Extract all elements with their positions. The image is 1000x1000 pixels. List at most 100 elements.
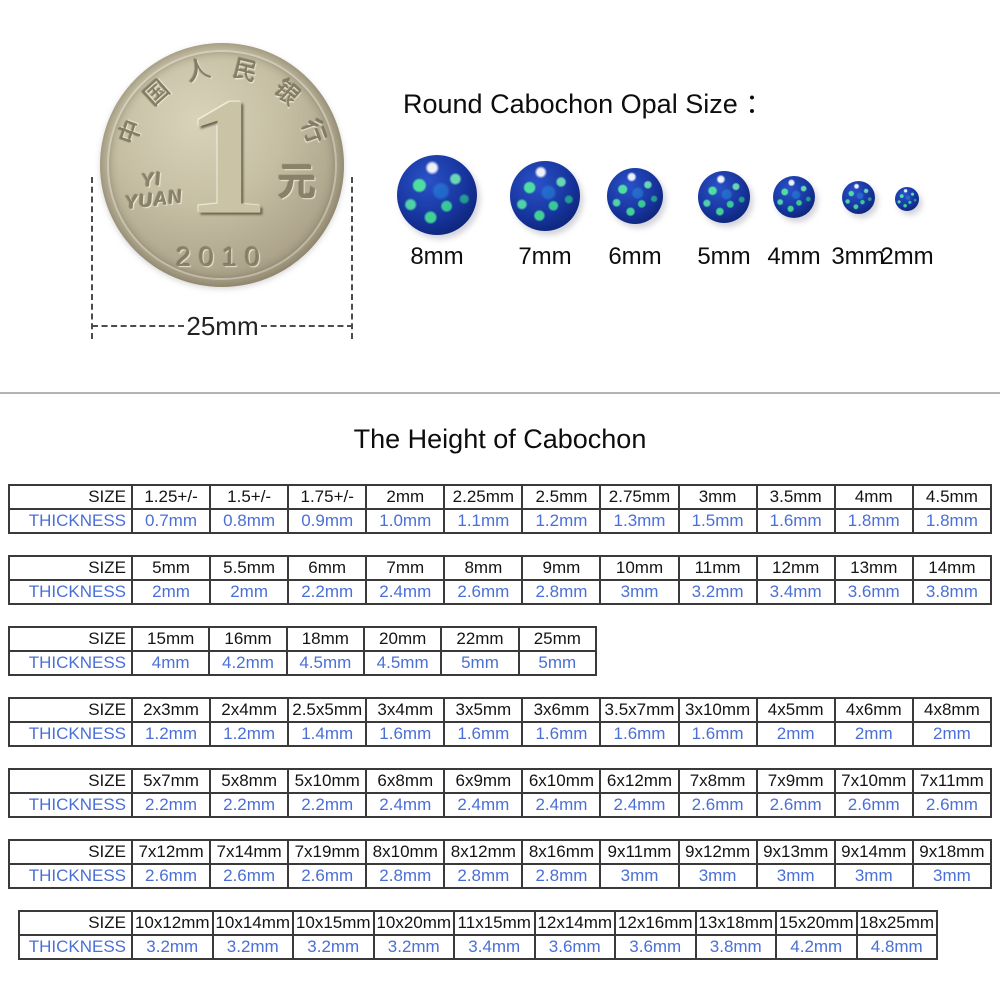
thickness-cell: 2.2mm bbox=[287, 579, 368, 605]
thickness-cell: 2.4mm bbox=[365, 579, 446, 605]
opal-size-label: 4mm bbox=[767, 243, 821, 270]
one-yuan-coin: 中国人民银行 1 元 YI YUAN 2010 bbox=[100, 43, 344, 287]
thickness-header: THICKNESS bbox=[8, 792, 133, 818]
coin-pinyin-line2: YUAN bbox=[124, 186, 185, 215]
thickness-cell: 3mm bbox=[755, 863, 836, 889]
size-cell: 16mm bbox=[208, 626, 288, 652]
opal-size-label: 7mm bbox=[518, 243, 572, 270]
size-cell: 7x19mm bbox=[287, 839, 368, 865]
thickness-row: THICKNESS 0.7mm 0.8mm 0.9mm 1.0mm 1.1mm 1.2mm 1… bbox=[8, 508, 993, 534]
size-cell: 2x3mm bbox=[130, 697, 212, 723]
thickness-cell: 1.2mm bbox=[521, 508, 602, 534]
size-cell: 9x18mm bbox=[911, 839, 993, 865]
thickness-cell: 2.6mm bbox=[209, 863, 290, 889]
thickness-cell: 2.2mm bbox=[287, 792, 368, 818]
coin-bank-name-char: 中 bbox=[114, 116, 149, 148]
thickness-cell: 3mm bbox=[599, 863, 680, 889]
thickness-cell: 2.4mm bbox=[521, 792, 602, 818]
size-cell: 2x4mm bbox=[209, 697, 290, 723]
size-cell: 3x5mm bbox=[443, 697, 524, 723]
size-cell: 9x14mm bbox=[833, 839, 914, 865]
size-cell: 25mm bbox=[517, 626, 598, 652]
size-cell: 3x6mm bbox=[521, 697, 602, 723]
thickness-cell: 1.6mm bbox=[521, 721, 602, 747]
size-cell: 2.5x5mm bbox=[287, 697, 368, 723]
size-header: SIZE bbox=[8, 626, 133, 652]
size-row: SIZE 7x12mm 7x14mm 7x19mm 8x10mm 8x12mm 8x16mm… bbox=[8, 839, 993, 865]
opal-cabochon-5mm bbox=[698, 171, 750, 223]
thickness-row: THICKNESS 3.2mm 3.2mm 3.2mm 3.2mm 3.4mm 3.6mm 3… bbox=[18, 934, 938, 960]
thickness-cell: 1.6mm bbox=[677, 721, 758, 747]
thickness-cell: 2.6mm bbox=[833, 792, 914, 818]
size-cell: 2.75mm bbox=[599, 484, 680, 510]
thickness-cell: 2.8mm bbox=[365, 863, 446, 889]
size-cell: 15mm bbox=[130, 626, 211, 652]
size-cell: 7x11mm bbox=[911, 768, 993, 794]
size-row: SIZE 5x7mm 5x8mm 5x10mm 6x8mm 6x9mm 6x10mm 6x12… bbox=[8, 768, 993, 794]
thickness-header: THICKNESS bbox=[8, 508, 133, 534]
thickness-cell: 1.8mm bbox=[911, 508, 993, 534]
thickness-cell: 2.6mm bbox=[911, 792, 993, 818]
thickness-table-1: SIZE 1.25+/- 1.5+/- 1.75+/- 2mm 2.25mm 2.5mm 2.… bbox=[8, 484, 993, 534]
thickness-cell: 2.6mm bbox=[287, 863, 368, 889]
size-cell: 11x15mm bbox=[453, 910, 536, 936]
thickness-cell: 2.6mm bbox=[677, 792, 758, 818]
measure-right-tick bbox=[351, 177, 353, 339]
size-cell: 9x13mm bbox=[755, 839, 836, 865]
thickness-header: THICKNESS bbox=[8, 721, 133, 747]
size-cell: 2mm bbox=[365, 484, 446, 510]
size-cell: 3.5x7mm bbox=[599, 697, 680, 723]
thickness-cell: 3mm bbox=[833, 863, 914, 889]
thickness-cell: 1.6mm bbox=[365, 721, 446, 747]
thickness-cell: 4.2mm bbox=[208, 650, 288, 676]
thickness-cell: 2mm bbox=[209, 579, 290, 605]
thickness-cell: 3.2mm bbox=[292, 934, 375, 960]
thickness-cell: 2.6mm bbox=[130, 863, 212, 889]
thickness-row: THICKNESS 1.2mm 1.2mm 1.4mm 1.6mm 1.6mm 1.6mm 1… bbox=[8, 721, 993, 747]
thickness-cell: 4mm bbox=[130, 650, 211, 676]
opal-size-label: 2mm bbox=[880, 243, 934, 270]
thickness-cell: 1.4mm bbox=[287, 721, 368, 747]
size-cell: 5mm bbox=[130, 555, 212, 581]
thickness-cell: 4.5mm bbox=[362, 650, 443, 676]
size-cell: 13x18mm bbox=[694, 910, 777, 936]
thickness-table-7: SIZE 10x12mm 10x14mm 10x15mm 10x20mm 11x15mm 1… bbox=[18, 910, 938, 960]
size-row: SIZE 5mm 5.5mm 6mm 7mm 8mm 9mm 10mm 11mm 12mm 13mm… bbox=[8, 555, 993, 581]
measure-dash-right bbox=[260, 325, 353, 327]
thickness-cell: 3.2mm bbox=[211, 934, 294, 960]
coin-diameter-label: 25mm bbox=[186, 310, 259, 341]
opal-cabochon-6mm bbox=[607, 168, 663, 224]
size-header: SIZE bbox=[8, 839, 133, 865]
thickness-header: THICKNESS bbox=[18, 934, 133, 960]
size-cell: 12mm bbox=[755, 555, 836, 581]
size-cell: 6mm bbox=[287, 555, 368, 581]
thickness-row: THICKNESS 4mm 4.2mm 4.5mm 4.5mm 5mm 5mm bbox=[8, 650, 598, 676]
size-row: SIZE 10x12mm 10x14mm 10x15mm 10x20mm 11x15mm 1… bbox=[18, 910, 938, 936]
size-cell: 14mm bbox=[911, 555, 993, 581]
size-cell: 8x16mm bbox=[521, 839, 602, 865]
size-cell: 4.5mm bbox=[911, 484, 993, 510]
opal-cabochon-2mm bbox=[895, 187, 919, 211]
thickness-cell: 1.2mm bbox=[130, 721, 212, 747]
thickness-cell: 3.8mm bbox=[911, 579, 993, 605]
thickness-row: THICKNESS 2.2mm 2.2mm 2.2mm 2.4mm 2.4mm 2.4mm 2… bbox=[8, 792, 993, 818]
size-cell: 2.5mm bbox=[521, 484, 602, 510]
size-cell: 8mm bbox=[443, 555, 524, 581]
size-cell: 7mm bbox=[365, 555, 446, 581]
size-cell: 15x20mm bbox=[775, 910, 858, 936]
size-cell: 10x14mm bbox=[211, 910, 294, 936]
thickness-cell: 3.6mm bbox=[614, 934, 697, 960]
thickness-cell: 2.8mm bbox=[521, 863, 602, 889]
thickness-cell: 0.8mm bbox=[209, 508, 290, 534]
thickness-cell: 2mm bbox=[833, 721, 914, 747]
thickness-cell: 2.8mm bbox=[443, 863, 524, 889]
thickness-cell: 2mm bbox=[755, 721, 836, 747]
thickness-cell: 2mm bbox=[130, 579, 212, 605]
size-cell: 6x10mm bbox=[521, 768, 602, 794]
thickness-cell: 5mm bbox=[440, 650, 520, 676]
thickness-cell: 1.2mm bbox=[209, 721, 290, 747]
thickness-cell: 5mm bbox=[517, 650, 598, 676]
opal-cabochon-4mm bbox=[773, 176, 815, 218]
thickness-table-5: SIZE 5x7mm 5x8mm 5x10mm 6x8mm 6x9mm 6x10mm 6x12… bbox=[8, 768, 993, 818]
size-cell: 1.25+/- bbox=[130, 484, 212, 510]
